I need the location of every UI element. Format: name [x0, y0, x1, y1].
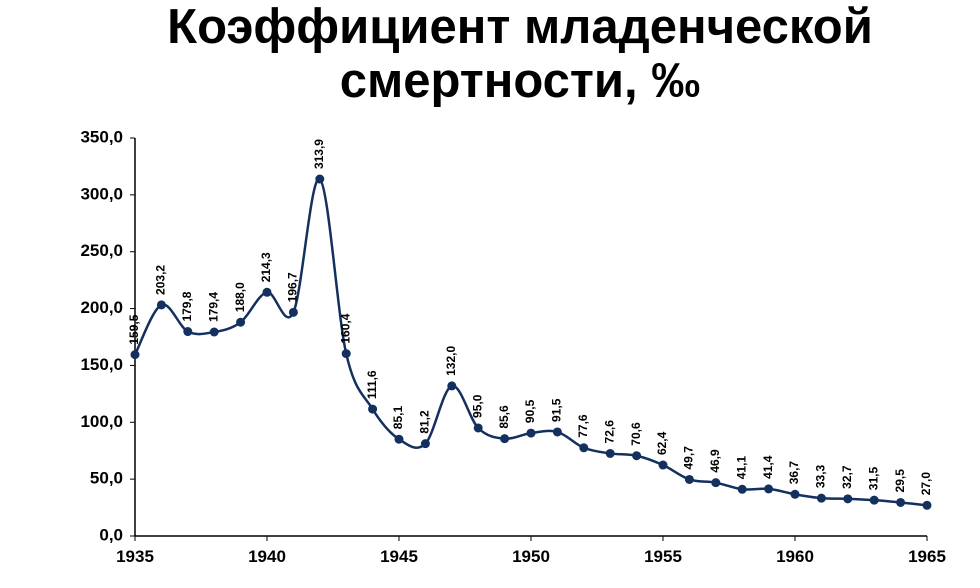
- marker: [869, 495, 879, 505]
- value-label: 62,4: [655, 431, 669, 455]
- value-label: 81,2: [418, 410, 432, 434]
- marker: [737, 484, 747, 494]
- marker: [156, 300, 166, 310]
- value-label: 196,7: [286, 272, 300, 302]
- value-label: 188,0: [233, 282, 247, 312]
- x-tick-label: 1935: [116, 547, 154, 566]
- x-tick-label: 1955: [644, 547, 682, 566]
- value-label: 313,9: [312, 139, 326, 169]
- value-label: 159,5: [127, 314, 141, 344]
- value-label: 160,4: [338, 313, 352, 343]
- marker: [209, 327, 219, 337]
- value-label: 46,9: [708, 449, 722, 473]
- value-label: 91,5: [550, 398, 564, 422]
- y-tick-label: 50,0: [90, 469, 123, 488]
- y-tick-label: 300,0: [80, 184, 123, 203]
- value-label: 77,6: [576, 414, 590, 438]
- marker: [526, 428, 536, 438]
- marker: [262, 287, 272, 297]
- value-label: 36,7: [787, 461, 801, 485]
- marker: [315, 174, 325, 184]
- marker: [605, 448, 615, 458]
- value-label: 132,0: [444, 346, 458, 376]
- y-tick-label: 150,0: [80, 355, 123, 374]
- line: [133, 177, 928, 507]
- marker: [288, 307, 298, 317]
- value-label: 33,3: [814, 464, 828, 488]
- marker: [236, 317, 246, 327]
- x-tick-label: 1940: [248, 547, 286, 566]
- value-label: 214,3: [259, 252, 273, 282]
- marker: [896, 497, 906, 507]
- y-tick-label: 200,0: [80, 298, 123, 317]
- value-label: 95,0: [470, 394, 484, 418]
- marker: [922, 500, 932, 510]
- value-label: 203,2: [154, 265, 168, 295]
- x-tick-label: 1945: [380, 547, 418, 566]
- marker: [552, 427, 562, 437]
- marker: [341, 349, 351, 359]
- value-label: 179,4: [206, 292, 220, 322]
- y-tick-label: 250,0: [80, 241, 123, 260]
- marker: [790, 489, 800, 499]
- marker: [394, 434, 404, 444]
- marker: [183, 327, 193, 337]
- value-label: 179,8: [180, 291, 194, 321]
- value-label: 85,6: [497, 405, 511, 429]
- marker: [368, 404, 378, 414]
- x-tick-label: 1960: [776, 547, 814, 566]
- y-tick-label: 100,0: [80, 412, 123, 431]
- marker: [500, 434, 510, 444]
- value-label: 111,6: [365, 370, 379, 399]
- value-label: 70,6: [629, 422, 643, 446]
- y-tick-label: 350,0: [80, 127, 123, 146]
- marker: [632, 451, 642, 461]
- marker: [447, 381, 457, 391]
- value-label: 29,5: [893, 469, 907, 493]
- marker: [579, 443, 589, 453]
- value-label: 27,0: [919, 472, 933, 496]
- x-tick-label: 1950: [512, 547, 550, 566]
- value-label: 41,1: [734, 456, 748, 480]
- value-label: 31,5: [866, 466, 880, 490]
- marker: [420, 439, 430, 449]
- marker: [816, 493, 826, 503]
- marker: [711, 478, 721, 488]
- marker: [473, 423, 483, 433]
- marker: [764, 484, 774, 494]
- value-label: 32,7: [840, 465, 854, 489]
- marker: [843, 494, 853, 504]
- x-tick-label: 1965: [908, 547, 946, 566]
- marker: [130, 350, 140, 360]
- value-label: 72,6: [602, 420, 616, 444]
- value-label: 41,4: [761, 455, 775, 479]
- marker: [684, 474, 694, 484]
- marker: [658, 460, 668, 470]
- value-label: 85,1: [391, 406, 405, 430]
- chart-title: Коэффициент младенческой смертности, ‰: [167, 0, 873, 108]
- value-label: 49,7: [682, 446, 696, 470]
- y-tick-label: 0,0: [99, 525, 123, 544]
- value-label: 90,5: [523, 399, 537, 423]
